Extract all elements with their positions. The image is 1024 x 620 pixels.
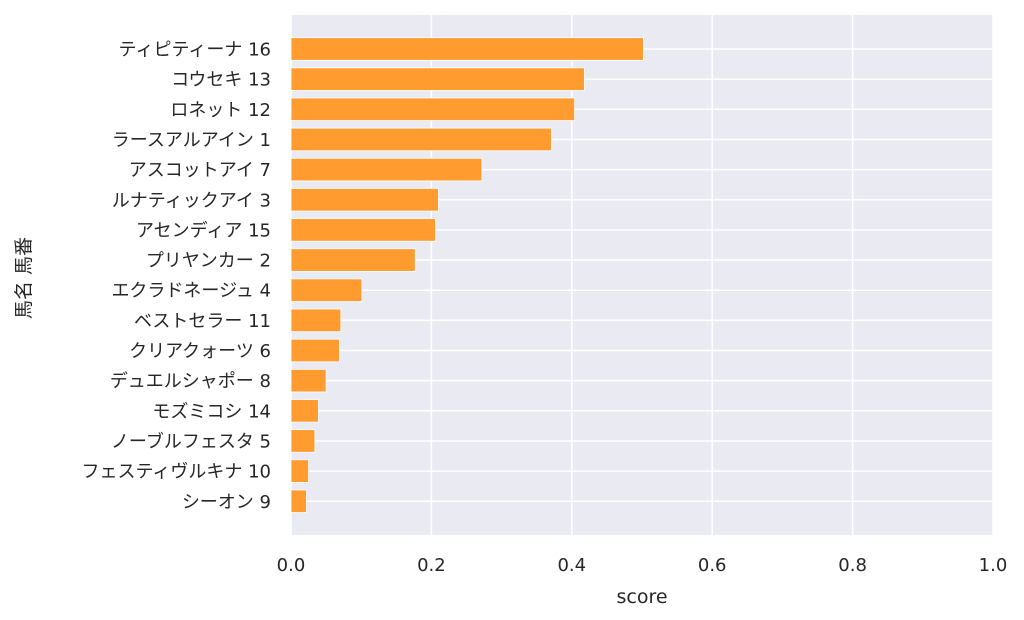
category-label: クリアクォーツ 6: [129, 341, 271, 362]
bars: [290, 37, 644, 513]
category-labels: ティピティーナ 16 コウセキ 13 ロネット 12 ラースアルアイン 1 アスコットア…: [81, 40, 271, 513]
bar: [290, 338, 340, 363]
bar: [290, 459, 309, 483]
category-label: ベストセラー 11: [134, 311, 271, 332]
x-tick-labels: 0.0 0.2 0.4 0.6 0.8 1.0: [277, 555, 1008, 576]
category-label: デュエルシャポー 8: [110, 371, 271, 392]
plot-background: [291, 15, 993, 535]
category-label: コウセキ 13: [171, 70, 271, 91]
x-tick-label: 0.0: [277, 555, 306, 576]
bar: [290, 489, 307, 513]
category-label: ロネット 12: [170, 100, 271, 121]
bar: [290, 127, 552, 152]
category-label: ノーブルフェスタ 5: [111, 430, 271, 452]
category-label: アスコットアイ 7: [129, 160, 271, 181]
bar: [290, 399, 319, 423]
x-tick-label: 0.4: [557, 555, 586, 576]
bar: [290, 37, 644, 61]
category-label: アセンディア 15: [136, 220, 271, 241]
bar: [290, 278, 363, 302]
x-tick-label: 1.0: [979, 555, 1008, 576]
bar: [290, 308, 342, 333]
bar: [290, 429, 316, 453]
bar: [290, 67, 585, 91]
category-label: シーオン 9: [182, 492, 271, 513]
category-label: プリヤンカー 2: [146, 251, 271, 272]
x-tick-label: 0.6: [698, 555, 727, 576]
y-axis-title: 馬名 馬番: [13, 237, 35, 319]
category-label: モズミコシ 14: [152, 401, 271, 422]
bar: [290, 368, 327, 393]
bar: [290, 248, 416, 272]
category-label: ラースアルアイン 1: [112, 130, 271, 151]
category-label: フェスティヴルキナ 10: [81, 462, 271, 483]
x-tick-label: 0.8: [838, 555, 867, 576]
bar: [290, 97, 576, 122]
bar: [290, 157, 483, 182]
bar: [290, 188, 439, 212]
category-label: ルナティックアイ 3: [112, 190, 271, 211]
category-label: エクラドネージュ 4: [111, 281, 271, 302]
x-tick-label: 0.2: [417, 555, 446, 576]
bar: [290, 218, 437, 242]
category-label: ティピティーナ 16: [119, 40, 271, 61]
x-axis-title: score: [616, 586, 667, 608]
